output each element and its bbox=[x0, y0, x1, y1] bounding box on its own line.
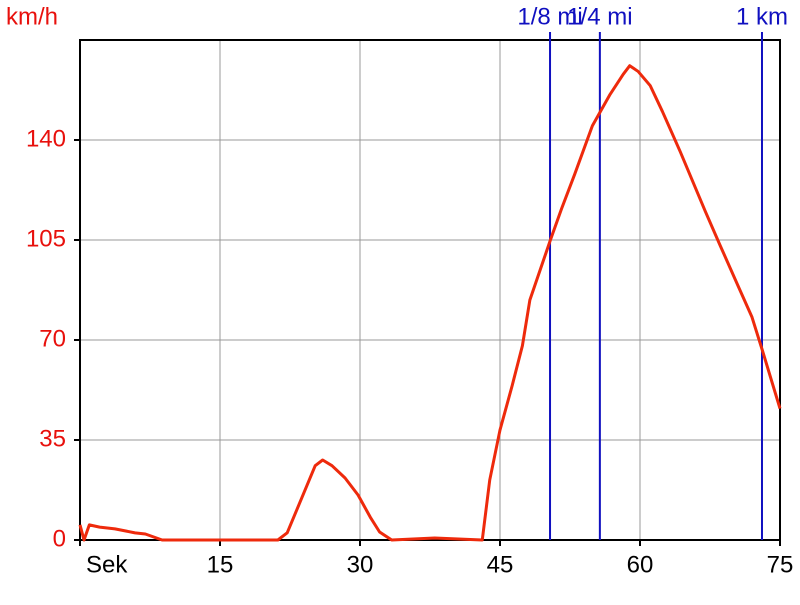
speed-line bbox=[78, 64, 782, 542]
x-tick-label: 45 bbox=[487, 551, 514, 578]
distance-label: 1 km bbox=[736, 3, 788, 30]
y-tick-label: 70 bbox=[39, 325, 66, 352]
x-tick-label: 75 bbox=[767, 551, 794, 578]
plot-border bbox=[79, 39, 781, 541]
y-tick-label: 140 bbox=[26, 125, 66, 152]
x-tick-label: 15 bbox=[207, 551, 234, 578]
distance-label: 1/4 mi bbox=[567, 3, 632, 30]
plot-area bbox=[80, 40, 780, 540]
x-tick-label: 60 bbox=[627, 551, 654, 578]
y-tick-label: 0 bbox=[53, 525, 66, 552]
x-tick-label: Sek bbox=[86, 551, 128, 578]
y-tick-label: 35 bbox=[39, 425, 66, 452]
x-tick-label: 30 bbox=[347, 551, 374, 578]
y-axis-label: km/h bbox=[6, 3, 58, 30]
y-tick-label: 105 bbox=[26, 225, 66, 252]
distance-label: 1/8 mi bbox=[517, 3, 582, 30]
